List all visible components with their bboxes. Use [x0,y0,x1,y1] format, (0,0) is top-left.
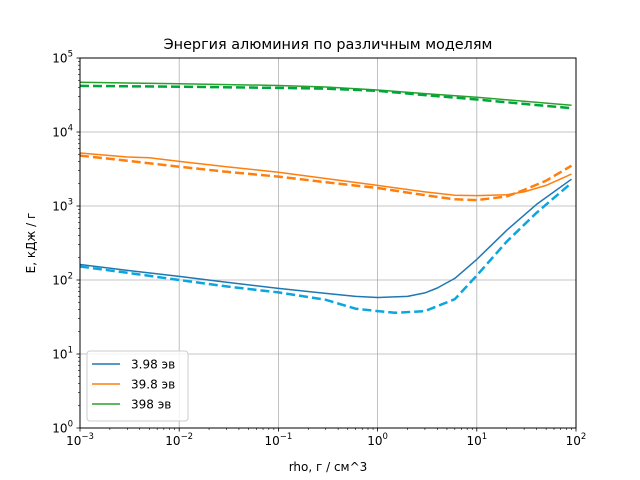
chart-title: Энергия алюминия по различным моделям [164,37,493,53]
y-tick-label: 103 [52,198,73,214]
x-tick-label: 101 [466,432,487,448]
x-tick-label: 10−3 [66,432,94,448]
x-axis-label: rho, г / см^3 [289,460,368,474]
x-tick-label: 102 [566,432,587,448]
series-line-3 [79,154,573,202]
series-line-5 [79,84,572,110]
series-line-0 [79,178,572,299]
y-tick-label: 101 [52,346,73,362]
series-line-4 [79,81,572,106]
series-line-2 [79,152,572,197]
y-tick-label: 100 [52,420,73,436]
x-tick-label: 10−2 [165,432,193,448]
y-axis-label: E, кДж / г [24,213,38,274]
legend: 3.98 эв 39.8 эв 398 эв [86,350,189,422]
legend-label: 39.8 эв [131,378,175,392]
x-tick-label: 10−1 [264,432,292,448]
y-tick-label: 105 [52,50,73,66]
y-tick-label: 102 [52,272,73,288]
legend-label: 3.98 эв [131,358,175,372]
series-layer [79,81,573,315]
y-tick-label: 104 [52,124,73,140]
tick-layer: 10−3 10−2 10−1 100 101 102 100 101 102 103 104 105 [52,50,586,449]
x-tick-label: 100 [367,432,388,448]
plot-frame [79,57,577,429]
series-line-1 [79,181,573,315]
legend-label: 398 эв [131,398,171,412]
